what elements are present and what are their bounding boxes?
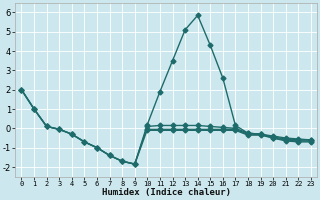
X-axis label: Humidex (Indice chaleur): Humidex (Indice chaleur) bbox=[102, 188, 231, 197]
